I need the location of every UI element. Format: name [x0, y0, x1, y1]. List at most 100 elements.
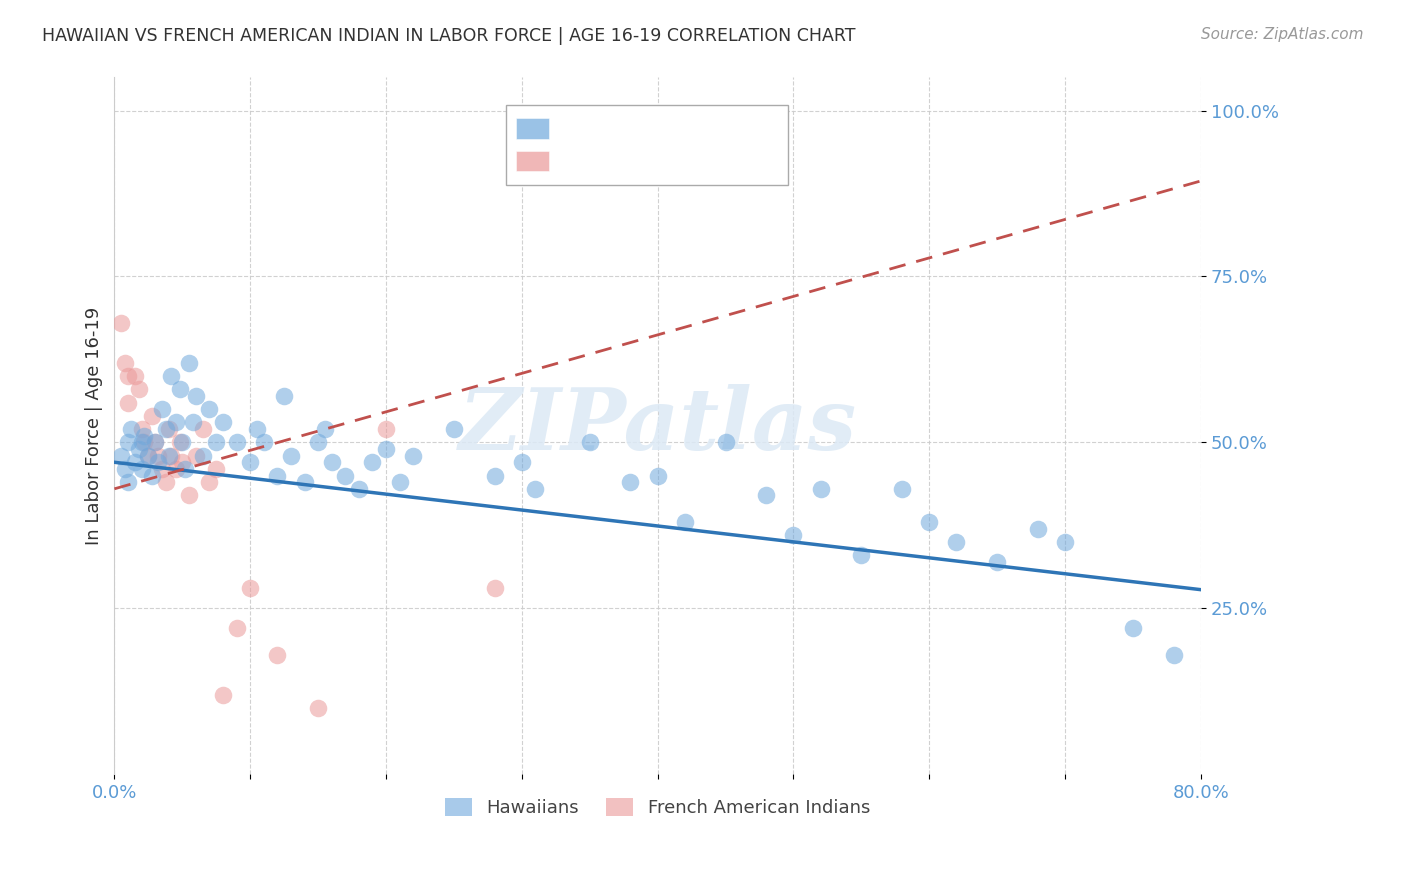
Text: Source: ZipAtlas.com: Source: ZipAtlas.com — [1201, 27, 1364, 42]
Text: HAWAIIAN VS FRENCH AMERICAN INDIAN IN LABOR FORCE | AGE 16-19 CORRELATION CHART: HAWAIIAN VS FRENCH AMERICAN INDIAN IN LA… — [42, 27, 856, 45]
Point — [755, 488, 778, 502]
Point — [375, 442, 398, 456]
Point — [114, 462, 136, 476]
Point — [205, 435, 228, 450]
Point — [402, 449, 425, 463]
Point — [131, 435, 153, 450]
Bar — [516, 118, 548, 139]
Point — [1163, 648, 1185, 662]
Point — [321, 455, 343, 469]
Point — [177, 356, 200, 370]
Point — [165, 416, 187, 430]
Point — [361, 455, 384, 469]
Point — [225, 435, 247, 450]
Point — [184, 449, 207, 463]
Point — [131, 462, 153, 476]
Point — [181, 416, 204, 430]
Point — [191, 422, 214, 436]
Point — [128, 382, 150, 396]
Point — [294, 475, 316, 490]
Point — [851, 548, 873, 562]
Point — [114, 356, 136, 370]
Point — [1026, 522, 1049, 536]
Point — [273, 389, 295, 403]
Point — [673, 515, 696, 529]
Point — [157, 449, 180, 463]
Point — [155, 475, 177, 490]
Point — [124, 455, 146, 469]
Point — [810, 482, 832, 496]
Point — [266, 468, 288, 483]
Point — [120, 422, 142, 436]
Point — [146, 449, 169, 463]
Point — [578, 435, 600, 450]
Point — [138, 449, 160, 463]
Point — [172, 435, 194, 450]
Point — [484, 468, 506, 483]
FancyBboxPatch shape — [506, 105, 787, 186]
Point — [184, 389, 207, 403]
Point — [714, 435, 737, 450]
Text: ZIPatlas: ZIPatlas — [458, 384, 856, 467]
Point — [117, 435, 139, 450]
Point — [160, 369, 183, 384]
Point — [131, 422, 153, 436]
Point — [484, 582, 506, 596]
Point — [117, 369, 139, 384]
Legend: Hawaiians, French American Indians: Hawaiians, French American Indians — [437, 790, 877, 824]
Point — [174, 462, 197, 476]
Point — [157, 422, 180, 436]
Point — [986, 555, 1008, 569]
Point — [141, 468, 163, 483]
Point — [225, 621, 247, 635]
Point — [1122, 621, 1144, 635]
Point — [169, 382, 191, 396]
Point — [619, 475, 641, 490]
Point — [155, 422, 177, 436]
Point — [782, 528, 804, 542]
Point — [172, 455, 194, 469]
Point — [212, 688, 235, 702]
Point — [146, 455, 169, 469]
Point — [198, 402, 221, 417]
Point — [253, 435, 276, 450]
Point — [124, 369, 146, 384]
Point — [307, 435, 329, 450]
Point — [150, 462, 173, 476]
Point — [110, 449, 132, 463]
Point — [160, 449, 183, 463]
Point — [945, 535, 967, 549]
Point — [117, 395, 139, 409]
Point — [128, 442, 150, 456]
Point — [524, 482, 547, 496]
Point — [388, 475, 411, 490]
Text: R =   0.153  N = 31: R = 0.153 N = 31 — [560, 152, 759, 170]
Point — [117, 475, 139, 490]
Point — [510, 455, 533, 469]
Bar — [516, 151, 548, 171]
Point — [134, 428, 156, 442]
Point — [198, 475, 221, 490]
Point — [191, 449, 214, 463]
Point — [205, 462, 228, 476]
Point — [314, 422, 336, 436]
Point — [138, 449, 160, 463]
Point — [246, 422, 269, 436]
Point — [1053, 535, 1076, 549]
Point — [347, 482, 370, 496]
Point — [918, 515, 941, 529]
Point — [443, 422, 465, 436]
Point — [647, 468, 669, 483]
Point — [280, 449, 302, 463]
Point — [375, 422, 398, 436]
Point — [307, 700, 329, 714]
Point — [335, 468, 357, 483]
Point — [150, 402, 173, 417]
Point — [239, 582, 262, 596]
Point — [134, 435, 156, 450]
Point — [143, 435, 166, 450]
Point — [177, 488, 200, 502]
Point — [266, 648, 288, 662]
Point — [143, 435, 166, 450]
Point — [165, 462, 187, 476]
